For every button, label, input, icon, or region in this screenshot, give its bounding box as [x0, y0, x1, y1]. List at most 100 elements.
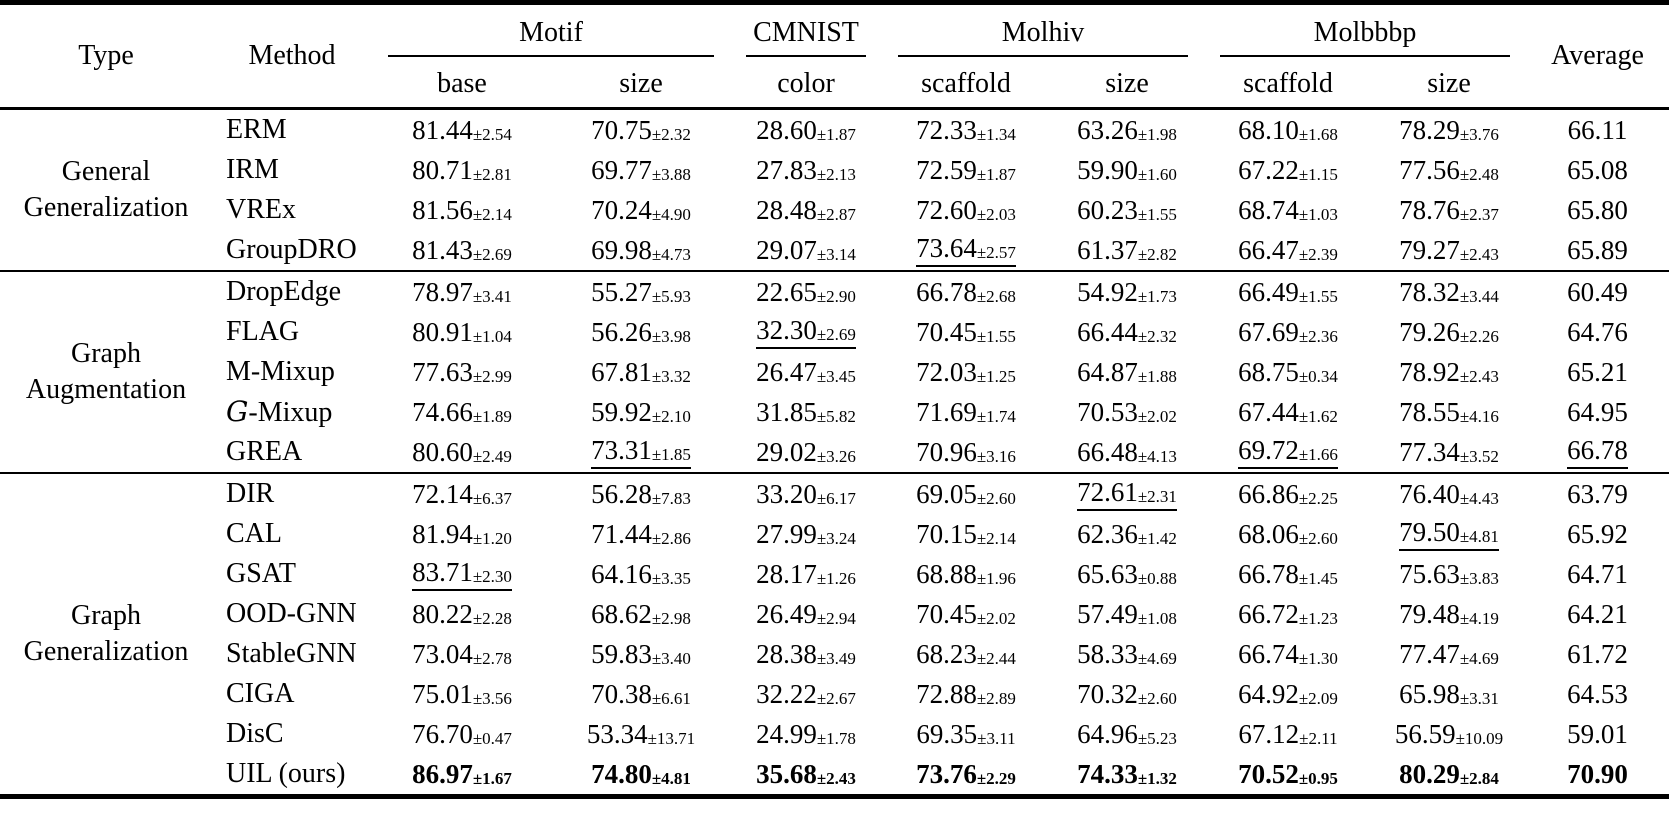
value-text: 55.27±5.93: [591, 276, 691, 307]
stddev-text: ±2.26: [1459, 326, 1499, 346]
stddev-text: ±1.45: [1298, 568, 1338, 588]
value-text: 75.01±3.56: [412, 678, 512, 709]
value-cell: 72.59±1.87: [882, 150, 1050, 190]
stddev-text: ±0.47: [472, 728, 512, 748]
method-cell: StableGNN: [226, 638, 357, 669]
value-text: 66.78±1.45: [1238, 558, 1338, 589]
value-text: 70.75±2.32: [591, 114, 691, 145]
value-text: 75.63±3.83: [1399, 558, 1499, 589]
stddev-text: ±4.73: [651, 244, 691, 264]
value-text: 27.83±2.13: [756, 154, 856, 185]
stddev-text: ±7.83: [651, 488, 691, 508]
method-cell: ERM: [226, 114, 287, 145]
value-cell: 29.02±3.26: [730, 432, 882, 473]
stddev-text: ±3.49: [816, 648, 856, 668]
value-cell: 66.78±2.68: [882, 271, 1050, 312]
stddev-text: ±2.30: [472, 567, 512, 587]
stddev-text: ±5.93: [651, 286, 691, 306]
value-cell: 32.22±2.67: [730, 674, 882, 714]
value-cell: 59.83±3.40: [552, 634, 730, 674]
value-cell: 80.91±1.04: [372, 312, 552, 352]
value-cell: 79.27±2.43: [1372, 230, 1526, 271]
stddev-text: ±1.74: [976, 406, 1016, 426]
stddev-text: ±2.02: [976, 608, 1016, 628]
value-text: 66.44±2.32: [1077, 316, 1177, 347]
table-row: CAL 81.94±1.20 71.44±2.86 27.99±3.24 70.15±2…: [0, 514, 1669, 554]
stddev-text: ±1.87: [816, 124, 856, 144]
table-row: G-Mixup 74.66±1.89 59.92±2.10 31.85±5.82 71.…: [0, 392, 1669, 432]
value-cell: 66.49±1.55: [1204, 271, 1372, 312]
value-text: 63.26±1.98: [1077, 114, 1177, 145]
value-cell: 80.60±2.49: [372, 432, 552, 473]
value-text: 70.45±1.55: [916, 316, 1016, 347]
value-text: 32.30±2.69: [756, 316, 856, 349]
average-cell: 66.78: [1526, 432, 1669, 473]
stddev-text: ±3.31: [1459, 688, 1499, 708]
stddev-text: ±1.20: [472, 528, 512, 548]
stddev-text: ±2.37: [1459, 204, 1499, 224]
stddev-text: ±2.48: [1459, 164, 1499, 184]
value-cell: 77.63±2.99: [372, 352, 552, 392]
value-cell: 78.32±3.44: [1372, 271, 1526, 312]
value-text: 73.04±2.78: [412, 638, 512, 669]
table-row: General Generalization ERM 81.44±2.54 70.75…: [0, 109, 1669, 223]
value-text: 78.55±4.16: [1399, 396, 1499, 427]
value-cell: 66.44±2.32: [1050, 312, 1204, 352]
value-cell: 79.26±2.26: [1372, 312, 1526, 352]
value-text: 65.80: [1567, 194, 1628, 225]
value-cell: 57.49±1.08: [1050, 594, 1204, 634]
value-cell: 78.29±3.76: [1372, 109, 1526, 151]
type-cell: Graph Generalization: [23, 599, 189, 667]
value-text: 65.08: [1567, 154, 1628, 185]
average-cell: 70.90: [1526, 754, 1669, 797]
stddev-text: ±1.66: [1298, 445, 1338, 465]
stddev-text: ±2.49: [472, 446, 512, 466]
average-cell: 60.49: [1526, 271, 1669, 312]
stddev-text: ±2.43: [1459, 366, 1499, 386]
value-text: 59.83±3.40: [591, 638, 691, 669]
method-cell: CAL: [226, 518, 282, 549]
value-cell: 78.92±2.43: [1372, 352, 1526, 392]
value-text: 26.49±2.94: [756, 598, 856, 629]
value-text: 70.52±0.95: [1238, 758, 1338, 789]
value-cell: 69.98±4.73: [552, 230, 730, 271]
value-text: 67.44±1.62: [1238, 396, 1338, 427]
value-cell: 26.49±2.94: [730, 594, 882, 634]
value-cell: 71.44±2.86: [552, 514, 730, 554]
value-text: 78.76±2.37: [1399, 194, 1499, 225]
average-cell: 65.80: [1526, 190, 1669, 230]
value-text: 68.75±0.34: [1238, 356, 1338, 387]
stddev-text: ±3.32: [651, 366, 691, 386]
value-text: 70.32±2.60: [1077, 678, 1177, 709]
stddev-text: ±2.78: [472, 648, 512, 668]
stddev-text: ±1.32: [1137, 768, 1177, 788]
value-cell: 75.63±3.83: [1372, 554, 1526, 594]
value-cell: 28.38±3.49: [730, 634, 882, 674]
value-text: 79.27±2.43: [1399, 234, 1499, 265]
table-row: StableGNN 73.04±2.78 59.83±3.40 28.38±3.49 6…: [0, 634, 1669, 674]
stddev-text: ±2.28: [472, 608, 512, 628]
stddev-text: ±2.57: [976, 243, 1016, 263]
header-group-cmnist: CMNIST: [730, 3, 882, 62]
stddev-text: ±1.34: [976, 124, 1016, 144]
stddev-text: ±3.52: [1459, 446, 1499, 466]
stddev-text: ±3.14: [816, 244, 856, 264]
stddev-text: ±2.90: [816, 286, 856, 306]
stddev-text: ±1.73: [1137, 286, 1177, 306]
header-motif-base: base: [437, 68, 487, 99]
value-cell: 81.43±2.69: [372, 230, 552, 271]
method-cell: CIGA: [226, 678, 295, 709]
value-text: 79.50±4.81: [1399, 518, 1499, 551]
value-cell: 81.94±1.20: [372, 514, 552, 554]
type-cell: Graph Augmentation: [25, 337, 187, 405]
value-text: 28.48±2.87: [756, 194, 856, 225]
stddev-text: ±1.98: [1137, 124, 1177, 144]
stddev-text: ±3.11: [977, 728, 1016, 748]
stddev-text: ±1.04: [472, 326, 512, 346]
value-cell: 70.24±4.90: [552, 190, 730, 230]
value-cell: 55.27±5.93: [552, 271, 730, 312]
value-text: 83.71±2.30: [412, 558, 512, 591]
method-cell: GREA: [226, 436, 303, 467]
stddev-text: ±1.89: [472, 406, 512, 426]
